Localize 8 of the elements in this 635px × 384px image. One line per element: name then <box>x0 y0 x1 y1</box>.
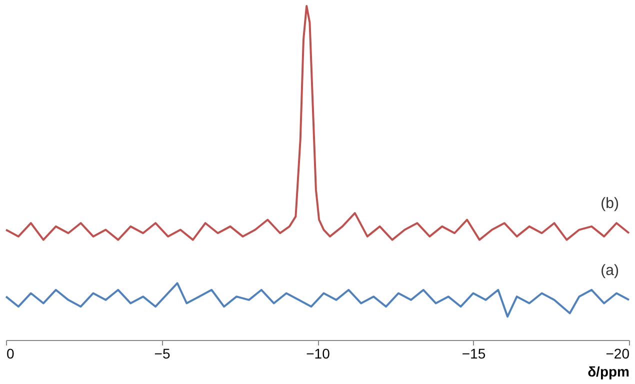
x-tick-label: −15 <box>462 346 486 362</box>
x-tick-label: −5 <box>154 346 170 362</box>
x-axis-title: δ/ppm <box>588 364 630 380</box>
x-tick-label: −10 <box>306 346 330 362</box>
series-label: (b) <box>600 195 619 212</box>
series-label: (a) <box>600 262 619 279</box>
x-tick-label: −20 <box>606 346 630 362</box>
x-tick-label: 0 <box>6 346 14 362</box>
